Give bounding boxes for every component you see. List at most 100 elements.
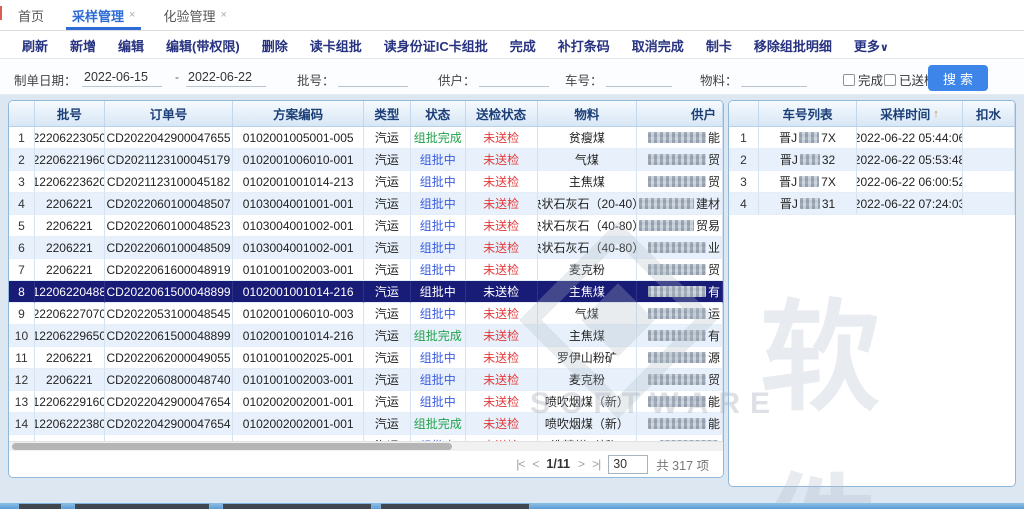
plate-suffix: 31 [821, 196, 836, 211]
table-row[interactable]: 13 12206229160 CD2022042900047654 010200200… [9, 391, 723, 413]
toolbar-button-more[interactable]: 更多∨ [853, 38, 889, 54]
left-edge-accent [0, 6, 2, 20]
cell: 汽运 [363, 369, 411, 391]
table-row[interactable]: 8 12206220488 CD2022061500048899 0102001001… [9, 281, 723, 303]
table-row[interactable]: 7 2206221 CD2022061600048919 0101001002003-… [9, 259, 723, 281]
batch-table-header: 批号 订单号 方案编码 类型 状态 送检状态 物料 供户 [9, 101, 723, 127]
column-header-物料[interactable]: 物料 [538, 101, 638, 126]
supplier-filter-input[interactable] [479, 67, 549, 87]
toolbar-button-删除[interactable]: 删除 [261, 38, 288, 54]
toolbar-button-新增[interactable]: 新增 [70, 38, 97, 54]
cell: 0102002002001-001 [233, 413, 364, 435]
column-header-状态[interactable]: 状态 [411, 101, 466, 126]
cell-plate: 晋J 7X [759, 127, 857, 149]
cell: 4 [9, 193, 35, 215]
toolbar-button-移除组批明细[interactable]: 移除组批明细 [753, 38, 832, 54]
toolbar-button-读卡组批[interactable]: 读卡组批 [309, 38, 362, 54]
table-row[interactable]: 14 12206222380 CD2022042900047654 010200200… [9, 413, 723, 435]
cell: 麦克粉 [537, 259, 638, 281]
cell: CD2022042900047655 [104, 127, 234, 149]
table-row[interactable]: 6 2206221 CD2022060100048509 0103004001002-… [9, 237, 723, 259]
cell: 2206221 [34, 369, 105, 391]
column-header-index[interactable] [729, 101, 759, 126]
toolbar-button-编辑(带权限)[interactable]: 编辑(带权限) [166, 38, 240, 54]
column-header-扣水[interactable]: 扣水 [963, 101, 1015, 126]
toolbar-button-刷新[interactable]: 刷新 [22, 38, 49, 54]
column-header-订单号[interactable]: 订单号 [105, 101, 234, 126]
table-row[interactable]: 2 22206221960 CD2021123100045179 0102001006… [9, 149, 723, 171]
tab-close-icon[interactable]: × [129, 9, 136, 21]
next-page-button[interactable]: > [578, 457, 585, 471]
tab-close-icon[interactable]: × [220, 9, 227, 21]
cell: 组批中 [410, 237, 466, 259]
cell: 汽运 [363, 325, 411, 347]
sort-ascending-icon[interactable]: ↑ [933, 107, 939, 120]
toolbar-button-取消完成[interactable]: 取消完成 [631, 38, 684, 54]
cell: CD2022042900047654 [104, 391, 234, 413]
cell: 5 [9, 215, 35, 237]
cell: 组批中 [410, 369, 466, 391]
toolbar-button-读身份证IC卡组批[interactable]: 读身份证IC卡组批 [383, 38, 488, 54]
cell: 汽运 [363, 391, 411, 413]
tab-采样管理[interactable]: 采样管理 × [58, 0, 149, 30]
last-page-button[interactable]: >| [592, 457, 601, 471]
taskbar-button [74, 503, 210, 509]
column-header-供户[interactable]: 供户 [637, 101, 723, 126]
vehicle-row[interactable]: 1 晋J 7X 2022-06-22 05:44:06 [729, 127, 1015, 149]
prev-page-button[interactable]: < [532, 457, 539, 471]
cell: 组批完成 [410, 325, 466, 347]
table-row[interactable]: 11 2206221 CD2022062000049055 0101001002025… [9, 347, 723, 369]
horizontal-scrollbar-thumb[interactable] [12, 443, 452, 450]
plate-suffix: 7X [821, 174, 836, 189]
cell: 2206221 [34, 193, 105, 215]
first-page-button[interactable]: |< [516, 457, 525, 471]
column-header-批号[interactable]: 批号 [35, 101, 105, 126]
table-row[interactable]: 1 22206223050 CD2022042900047655 0102001005… [9, 127, 723, 149]
batch-filter-input[interactable] [338, 67, 408, 87]
column-header-index[interactable] [9, 101, 35, 126]
vehicle-row[interactable]: 2 晋J 32 2022-06-22 05:53:48 [729, 149, 1015, 171]
material-filter-input[interactable] [741, 67, 807, 87]
table-row[interactable]: 9 22206227070 CD2022053100048545 0102001006… [9, 303, 723, 325]
checkbox-done[interactable]: 完成 [843, 70, 883, 89]
vehicle-filter-input[interactable] [606, 67, 672, 87]
checkbox-done-box[interactable] [843, 73, 855, 86]
page-size-input[interactable] [608, 454, 649, 474]
cell: 未送检 [465, 347, 538, 369]
column-header-采样时间[interactable]: 采样时间 ↑ [857, 101, 963, 126]
toolbar-button-制卡[interactable]: 制卡 [705, 38, 732, 54]
search-button[interactable]: 搜索 [928, 65, 988, 91]
vehicle-row[interactable]: 4 晋J 31 2022-06-22 07:24:03 [729, 193, 1015, 215]
table-row[interactable]: 12 2206221 CD2022060800048740 0101001002003… [9, 369, 723, 391]
censored-supplier-text [647, 308, 706, 319]
cell: 汽运 [363, 347, 411, 369]
toolbar-button-编辑[interactable]: 编辑 [118, 38, 145, 54]
column-header-送检状态[interactable]: 送检状态 [466, 101, 538, 126]
censored-supplier-text [647, 418, 706, 429]
checkbox-sent-box[interactable] [884, 73, 896, 86]
date-from-input[interactable] [82, 67, 162, 87]
cell-supplier: 贸 [637, 171, 723, 193]
column-header-方案编码[interactable]: 方案编码 [233, 101, 364, 126]
table-row[interactable]: 10 12206229650 CD2022061500048899 010200100… [9, 325, 723, 347]
cell: 0101001002025-001 [233, 347, 364, 369]
toolbar-button-完成[interactable]: 完成 [509, 38, 536, 54]
tab-化验管理[interactable]: 化验管理 × [149, 0, 240, 30]
column-header-车号列表[interactable]: 车号列表 [759, 101, 857, 126]
cell-supplier: 贸易 [637, 215, 723, 237]
cell: 0102001006010-003 [233, 303, 364, 325]
table-row[interactable]: 4 2206221 CD2022060100048507 0103004001001-… [9, 193, 723, 215]
toolbar-button-补打条码[interactable]: 补打条码 [557, 38, 610, 54]
checkbox-sent[interactable]: 已送检 [884, 70, 937, 89]
supplier-text-end: 运 [707, 307, 720, 321]
table-row[interactable]: 5 2206221 CD2022060100048523 0103004001002-… [9, 215, 723, 237]
tab-首页[interactable]: 首页 [4, 0, 58, 30]
vehicle-row[interactable]: 3 晋J 7X 2022-06-22 06:00:52 [729, 171, 1015, 193]
supplier-text-end: 贸 [707, 263, 720, 277]
column-header-类型[interactable]: 类型 [364, 101, 411, 126]
date-to-input[interactable] [186, 67, 266, 87]
cell: 8 [9, 281, 35, 303]
table-row[interactable]: 3 12206223620 CD2021123100045182 0102001001… [9, 171, 723, 193]
plate-prefix: 晋J [779, 153, 798, 167]
horizontal-scrollbar[interactable] [9, 441, 723, 451]
